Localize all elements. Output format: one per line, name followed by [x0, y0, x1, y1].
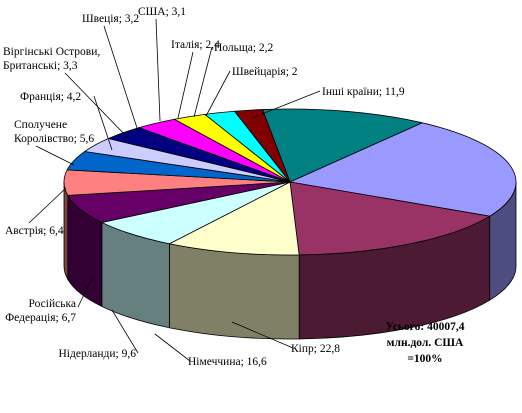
total-note-line: Усього: 40007,4 [386, 321, 465, 333]
total-note-line: млн.дол. США [387, 337, 464, 349]
leader-line-10 [155, 18, 161, 122]
slice-label-line: Німеччина; 16,6 [188, 356, 267, 368]
slice-label-line: Нідерланди; 9,6 [58, 348, 136, 360]
leader-line-4 [77, 277, 93, 308]
slice-label-11: Італія; 2,4 [171, 39, 220, 51]
slice-label-9: Швеція; 3,2 [82, 13, 139, 25]
leader-lines [28, 18, 321, 362]
leader-line-3 [111, 309, 139, 354]
slice-label-0: Інші країни; 11,9 [322, 86, 405, 98]
slice-label-4: Російська Федерація; 6,7 [5, 298, 76, 324]
leader-line-2 [154, 333, 191, 362]
slice-label-7: Франція; 4,2 [20, 91, 81, 103]
slice-label-line: Швеція; 3,2 [82, 13, 139, 25]
total-note: Усього: 40007,4 млн.дол. США =100% [386, 321, 465, 365]
leader-line-8 [64, 72, 129, 139]
pie-slices [63, 108, 517, 256]
leader-line-6 [35, 145, 75, 166]
leader-line-7 [93, 95, 113, 151]
slice-label-2: Німеччина; 16,6 [188, 356, 267, 368]
slice-label-line: Королівство; 5,6 [14, 133, 94, 145]
leader-line-11 [177, 51, 194, 119]
slice-2 [289, 181, 491, 256]
slice-side-6 [63, 181, 69, 281]
slice-label-line: Віргінські Острови, [3, 46, 100, 58]
leader-line-1 [231, 321, 294, 349]
pie-sides [63, 181, 517, 340]
leader-line-5 [28, 187, 67, 224]
leader-line-13 [205, 70, 231, 117]
slice-label-line: Польща; 2,2 [214, 42, 274, 54]
slice-1 [288, 122, 517, 217]
leader-line-9 [103, 25, 139, 132]
slice-label-line: Кіпр; 22,8 [291, 343, 340, 355]
slice-label-10: США; 3,1 [138, 6, 186, 18]
slice-label-line: Австрія; 6,4 [5, 225, 64, 237]
slice-label-line: Британські; 3,3 [3, 60, 78, 72]
slice-3 [168, 181, 300, 256]
slice-label-1: Кіпр; 22,8 [291, 343, 340, 355]
slice-label-12: Польща; 2,2 [214, 42, 274, 54]
slice-13 [233, 109, 291, 183]
slice-label-13: Швейцарія; 2 [232, 66, 298, 78]
slice-label-8: Віргінські Острови, Британські; 3,3 [3, 46, 100, 72]
slice-label-5: Австрія; 6,4 [5, 225, 64, 237]
slice-label-line: Російська [29, 298, 76, 310]
slice-label-line: США; 3,1 [138, 6, 186, 18]
slice-label-line: Швейцарія; 2 [232, 66, 298, 78]
slice-label-3: Нідерланди; 9,6 [58, 348, 136, 360]
slice-side-3 [169, 243, 300, 340]
slice-label-line: Франція; 4,2 [20, 91, 81, 103]
slice-label-6: Сполучене Королівство; 5,6 [14, 119, 94, 145]
slice-label-line: Італія; 2,4 [171, 39, 220, 51]
slice-labels: Інші країни; 11,9 Кіпр; 22,8 Німеччина; 16… [3, 6, 405, 368]
total-note-line: =100% [407, 353, 442, 365]
leader-line-12 [193, 46, 213, 118]
slice-label-line: Інші країни; 11,9 [322, 86, 405, 98]
leader-line-0 [251, 90, 321, 119]
slice-label-line: Сполучене [14, 119, 67, 131]
slice-label-line: Федерація; 6,7 [5, 312, 76, 324]
